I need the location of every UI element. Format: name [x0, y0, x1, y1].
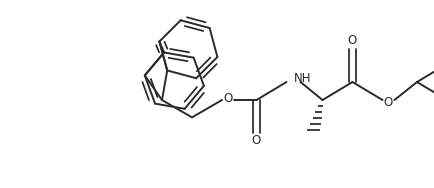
Text: O: O	[384, 96, 393, 108]
Text: O: O	[224, 92, 233, 105]
Text: O: O	[252, 134, 261, 148]
Text: O: O	[348, 35, 357, 48]
Text: NH: NH	[293, 71, 311, 84]
